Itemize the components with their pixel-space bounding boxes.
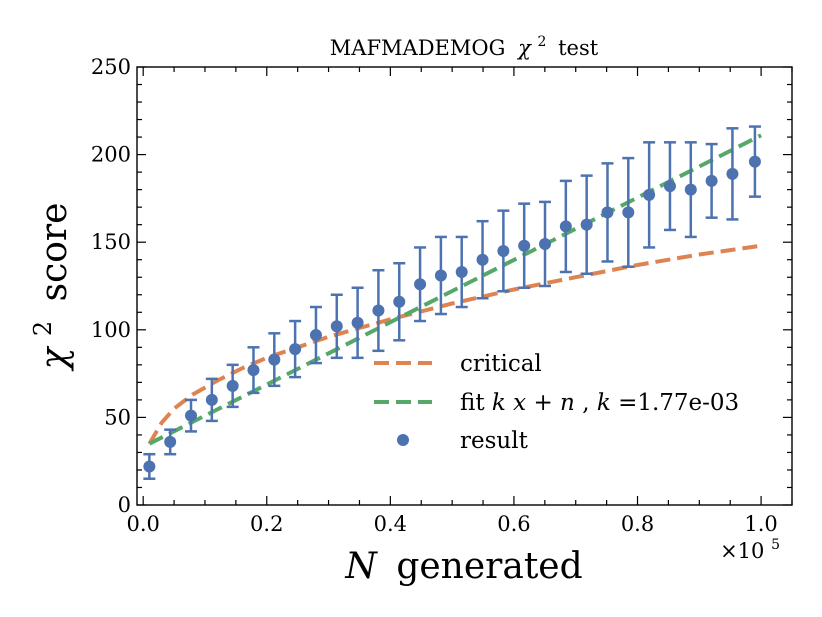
y-tick-label-4: 200 xyxy=(91,143,131,167)
result-point xyxy=(684,183,697,196)
result-point xyxy=(226,379,239,392)
result-point xyxy=(289,343,302,356)
y-axis-label-chi: χ xyxy=(34,345,75,372)
legend-fit-plus: + xyxy=(533,390,560,416)
legend-fit-label: fit k x + n , k =1.77e-03 xyxy=(460,390,739,416)
plot-frame xyxy=(136,66,793,506)
title-suffix: test xyxy=(558,36,599,60)
y-axis-label: χ 2 score xyxy=(19,203,75,373)
result-point xyxy=(414,278,427,291)
result-point xyxy=(705,174,718,187)
title-chi: χ xyxy=(516,36,532,60)
result-point xyxy=(622,206,635,219)
result-point xyxy=(726,167,739,180)
legend-fit-k2: k xyxy=(597,390,611,416)
axis-ticks xyxy=(137,66,793,506)
result-point xyxy=(539,237,552,250)
result-point xyxy=(393,295,406,308)
result-point xyxy=(434,269,447,282)
title-sup: 2 xyxy=(537,34,546,50)
result-point xyxy=(518,239,531,252)
x-tick-label-2: 0.4 xyxy=(374,512,407,536)
x-axis-label-rest: generated xyxy=(396,546,582,587)
legend-result-swatch xyxy=(397,434,409,446)
result-point xyxy=(185,409,198,422)
title-name: MAFMADEMOG xyxy=(330,36,506,60)
legend-fit-pre: fit xyxy=(460,390,492,416)
result-points-layer xyxy=(143,155,761,473)
result-point xyxy=(580,218,593,231)
x-tick-label-3: 0.6 xyxy=(497,512,530,536)
legend-fit-x: x xyxy=(513,390,526,416)
result-point xyxy=(372,304,385,317)
y-tick-label-0: 0 xyxy=(118,493,131,517)
x-offset-text: ×10 5 xyxy=(720,537,780,563)
x-tick-label-5: 1.0 xyxy=(744,512,777,536)
result-point xyxy=(663,180,676,193)
result-point xyxy=(247,364,260,377)
x-axis-label: N generated xyxy=(344,546,582,587)
legend-fit-n: n xyxy=(560,390,575,416)
x-tick-labels: 0.0 0.2 0.4 0.6 0.8 1.0 xyxy=(126,512,777,536)
y-axis-label-sup: 2 xyxy=(29,321,57,336)
y-tick-label-5: 250 xyxy=(91,55,131,79)
chart-title: MAFMADEMOG χ 2 test xyxy=(330,27,599,60)
result-point xyxy=(309,329,322,342)
result-point xyxy=(143,460,156,473)
legend: critical fit k x + n , k =1.77e-03 resul… xyxy=(374,351,739,454)
y-axis-label-rest: score xyxy=(34,203,75,302)
legend-fit-k: k xyxy=(492,390,506,416)
x-axis-label-var: N xyxy=(344,546,378,587)
result-point xyxy=(748,155,761,168)
legend-fit-eq: =1.77e-03 xyxy=(618,390,739,416)
result-point xyxy=(164,435,177,448)
result-point xyxy=(559,220,572,233)
x-tick-label-4: 0.8 xyxy=(621,512,654,536)
legend-fit-comma: , xyxy=(582,390,597,416)
legend-critical-label: critical xyxy=(460,351,542,377)
x-offset-base: ×10 xyxy=(720,539,764,563)
x-tick-label-0: 0.0 xyxy=(126,512,159,536)
x-offset-exp: 5 xyxy=(771,537,780,553)
result-point xyxy=(268,353,281,366)
result-point xyxy=(330,320,343,333)
result-point xyxy=(455,265,468,278)
y-tick-label-3: 150 xyxy=(91,230,131,254)
y-tick-label-1: 50 xyxy=(104,405,131,429)
x-tick-label-1: 0.2 xyxy=(250,512,283,536)
result-point xyxy=(205,393,218,406)
y-tick-label-2: 100 xyxy=(91,318,131,342)
result-point xyxy=(643,188,656,201)
result-point xyxy=(351,316,364,329)
result-point xyxy=(601,206,614,219)
result-point xyxy=(476,253,489,266)
legend-result-label: result xyxy=(460,428,529,454)
result-point xyxy=(497,244,510,257)
y-tick-labels: 0 50 100 150 200 250 xyxy=(91,55,131,517)
